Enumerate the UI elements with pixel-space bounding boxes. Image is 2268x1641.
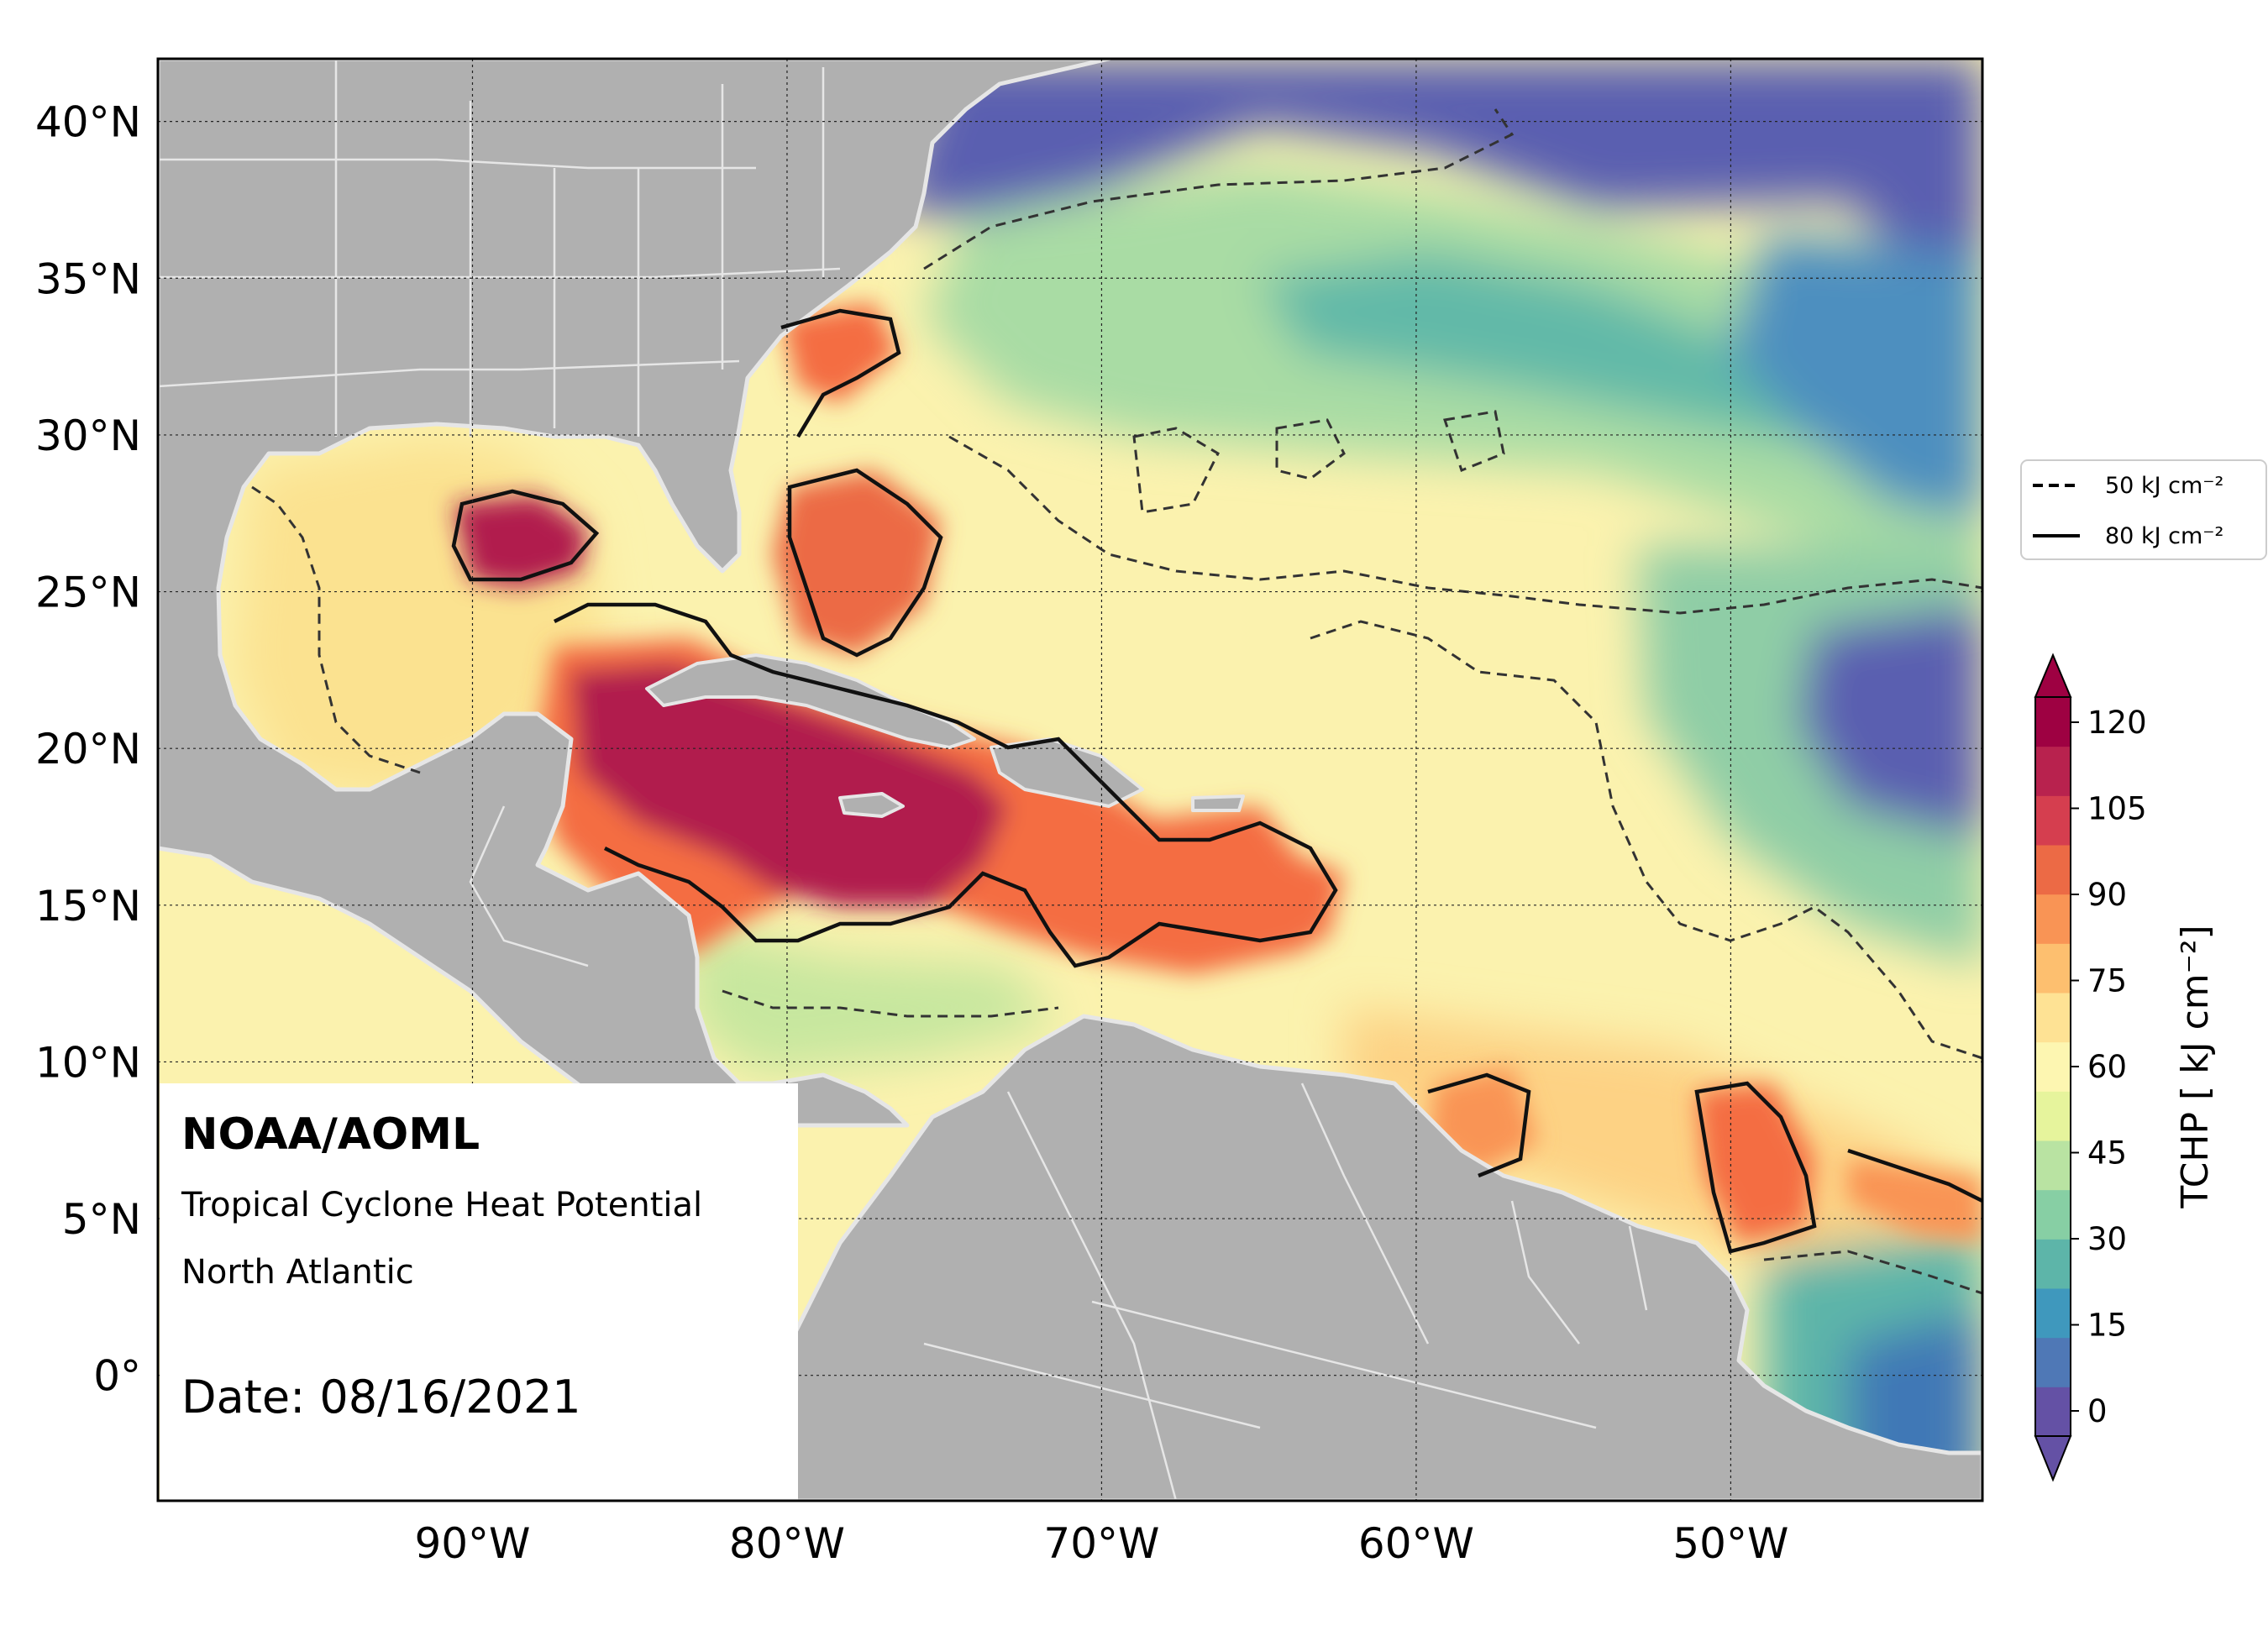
latitude-tick-labels: 40°N 35°N 30°N 25°N 20°N 15°N 10°N 5°N 0° bbox=[35, 98, 141, 1401]
map-frame bbox=[156, 57, 1984, 1502]
lat-tick-label: 0° bbox=[93, 1352, 141, 1401]
colorbar-band bbox=[2035, 845, 2071, 895]
lon-tick-label: 70°W bbox=[1043, 1519, 1159, 1568]
colorbar-tick-label: 60 bbox=[2087, 1049, 2127, 1085]
lat-tick-label: 25°N bbox=[35, 569, 141, 617]
south-america bbox=[753, 1014, 1982, 1501]
lat-tick-label: 20°N bbox=[35, 725, 141, 773]
contour-legend: 50 kJ cm⁻² 80 kJ cm⁻² bbox=[2020, 459, 2267, 560]
colorbar-band bbox=[2035, 993, 2071, 1043]
lon-tick-label: 90°W bbox=[414, 1519, 530, 1568]
lat-tick-label: 35°N bbox=[35, 254, 141, 303]
colorbar-max-extension bbox=[2034, 653, 2072, 698]
legend-80-label: 80 kJ cm⁻² bbox=[2105, 523, 2223, 549]
lon-tick-label: 60°W bbox=[1358, 1519, 1474, 1568]
colorbar-band bbox=[2035, 1041, 2071, 1092]
heat-potential-field bbox=[235, 59, 1982, 1501]
lat-tick-label: 15°N bbox=[35, 882, 141, 931]
colorbar-band bbox=[2035, 1288, 2071, 1339]
region-label: North Atlantic bbox=[181, 1253, 414, 1292]
contour-80 bbox=[451, 308, 1982, 1254]
land bbox=[158, 59, 1982, 1501]
colorbar-tick-label: 0 bbox=[2087, 1393, 2108, 1429]
longitude-tick-labels: 90°W 80°W 70°W 60°W 50°W bbox=[414, 1519, 1788, 1568]
colorbar-tick-label: 120 bbox=[2087, 705, 2147, 741]
org-label: NOAA/AOML bbox=[181, 1109, 480, 1160]
colorbar-label: TCHP [ kJ cm⁻²] bbox=[2174, 925, 2217, 1208]
lon-tick-label: 80°W bbox=[729, 1519, 845, 1568]
colorbar-tick-label: 15 bbox=[2087, 1308, 2127, 1344]
colorbar-tick-label: 105 bbox=[2087, 791, 2147, 827]
colorbar-band bbox=[2035, 1189, 2071, 1240]
colorbar-band bbox=[2035, 1091, 2071, 1141]
colorbar-band bbox=[2035, 746, 2071, 796]
legend-frame bbox=[2020, 459, 2267, 560]
colorbar-band bbox=[2035, 795, 2071, 846]
map-area bbox=[158, 59, 1982, 1501]
hispaniola bbox=[990, 737, 1144, 808]
colorbar-band bbox=[2035, 894, 2071, 944]
colorbar-bands bbox=[2035, 697, 2071, 1437]
cuba bbox=[645, 653, 976, 749]
lat-tick-label: 40°N bbox=[35, 98, 141, 147]
lon-tick-label: 50°W bbox=[1672, 1519, 1788, 1568]
contour-50 bbox=[251, 108, 1982, 1295]
date-label: Date: 08/16/2021 bbox=[181, 1371, 581, 1423]
lat-tick-label: 5°N bbox=[62, 1195, 141, 1244]
colorbar-ticks: 120 105 90 75 60 45 30 15 0 bbox=[2071, 705, 2147, 1429]
political-borders bbox=[158, 59, 1648, 1501]
annotation-box bbox=[160, 1083, 798, 1501]
colorbar-tick-label: 30 bbox=[2087, 1221, 2127, 1257]
puerto-rico bbox=[1191, 794, 1245, 812]
colorbar-min-extension bbox=[2034, 1435, 2072, 1482]
colorbar-tick-label: 75 bbox=[2087, 963, 2127, 999]
north-america bbox=[158, 59, 1111, 1128]
colorbar-band bbox=[2035, 943, 2071, 994]
colorbar-band bbox=[2035, 1387, 2071, 1437]
colorbar-band bbox=[2035, 1337, 2071, 1387]
product-label: Tropical Cyclone Heat Potential bbox=[181, 1186, 702, 1224]
lat-tick-label: 30°N bbox=[35, 412, 141, 460]
colorbar-tick-label: 90 bbox=[2087, 877, 2127, 913]
colorbar-band bbox=[2035, 1239, 2071, 1289]
jamaica bbox=[838, 792, 905, 818]
colorbar: 120 105 90 75 60 45 30 15 0 TCHP [ kJ cm⁻²] bbox=[2034, 653, 2217, 1482]
lat-tick-label: 10°N bbox=[35, 1038, 141, 1087]
legend-50-label: 50 kJ cm⁻² bbox=[2105, 473, 2223, 499]
colorbar-tick-label: 45 bbox=[2087, 1135, 2127, 1172]
colorbar-band bbox=[2035, 1140, 2071, 1191]
colorbar-band bbox=[2035, 697, 2071, 747]
